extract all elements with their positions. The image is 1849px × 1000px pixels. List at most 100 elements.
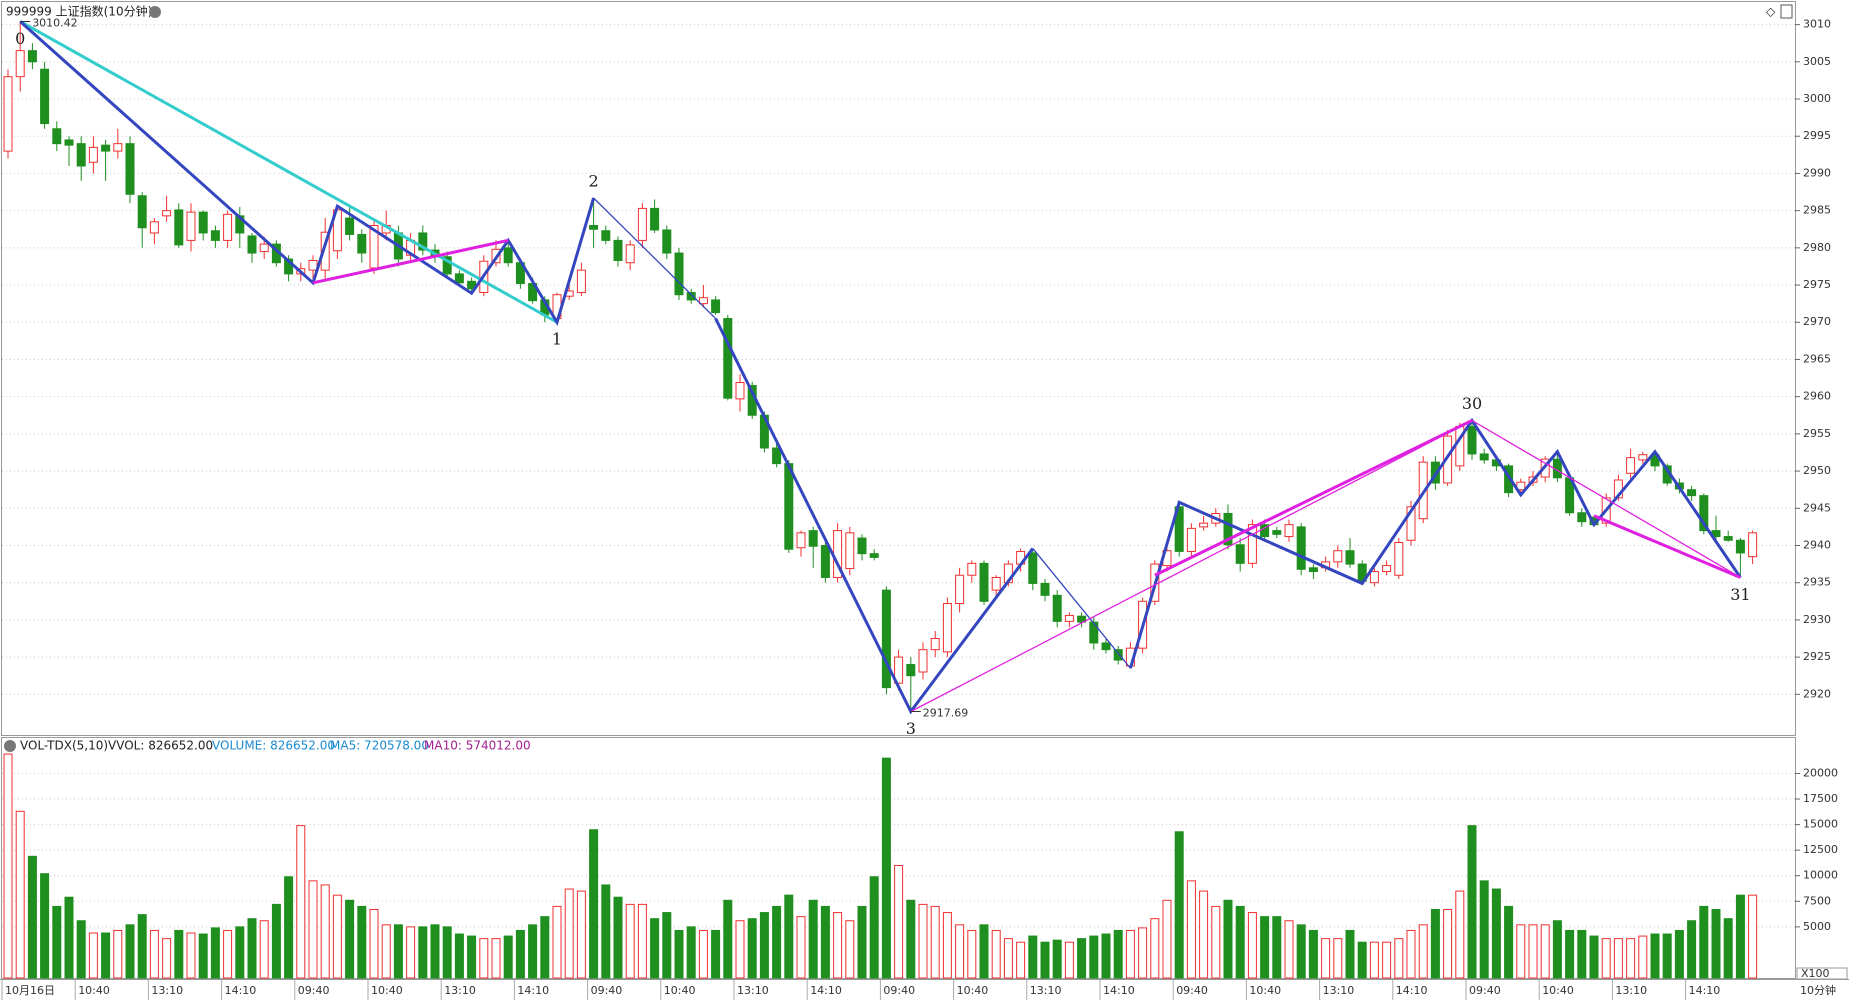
y-tick-label: 17500 (1803, 792, 1838, 805)
volume-bar (711, 929, 721, 979)
candle-body (1443, 435, 1453, 484)
candle-body (1040, 582, 1050, 596)
candle-body (1687, 489, 1697, 497)
candle-body (723, 318, 733, 399)
volume-bar (637, 903, 647, 979)
wave-line (312, 238, 509, 285)
volume-bar (1687, 920, 1697, 979)
volume-bar (784, 894, 794, 979)
volume-bar (1003, 938, 1013, 979)
y-tick-label: 2960 (1803, 390, 1831, 403)
y-tick-label: 2975 (1803, 278, 1831, 291)
candle-body (125, 143, 135, 195)
vol-menu[interactable] (4, 740, 16, 752)
candle-body (223, 213, 233, 241)
candle-body (3, 76, 13, 152)
vol-ma5: MA5: 720578.00 (330, 739, 429, 753)
volume-bar (1504, 905, 1514, 979)
wave-line (19, 20, 558, 324)
y-tick-label: 3010 (1803, 18, 1831, 31)
candle-body (1394, 542, 1404, 576)
volume-bar (589, 829, 599, 979)
volume-bar (113, 929, 123, 979)
volume-bar (149, 929, 159, 979)
x-tick-label: 13:10 (151, 984, 183, 997)
x-tick-label: 14:10 (810, 984, 842, 997)
x-tick-label: 10:40 (1249, 984, 1281, 997)
candle-body (1296, 526, 1306, 570)
candle-body (1113, 649, 1123, 661)
x-tick-label: 10:40 (78, 984, 110, 997)
volume-bar (1028, 935, 1038, 979)
volume-bar (930, 905, 940, 979)
unit-box (1796, 967, 1848, 980)
candle-body (186, 211, 196, 241)
x-tick-label: 14:10 (1396, 984, 1428, 997)
candle-body (27, 50, 37, 63)
volume-bar (1333, 938, 1343, 979)
candle-body (357, 233, 367, 254)
volume-bar (1479, 880, 1489, 979)
x-tick-label: 13:10 (1323, 984, 1355, 997)
volume-bar (101, 932, 111, 979)
candle-body (845, 532, 855, 570)
y-tick-label: 5000 (1803, 920, 1831, 933)
y-tick-label: 20000 (1803, 766, 1838, 779)
volume-bar (442, 926, 452, 979)
candle-body (259, 243, 269, 253)
candle-body (1199, 522, 1209, 528)
candle-body (1333, 550, 1343, 563)
volume-bar (528, 924, 538, 979)
candle-body (503, 247, 513, 264)
y-tick-label: 2985 (1803, 204, 1831, 217)
volume-bar (894, 865, 904, 979)
candle-body (711, 299, 721, 314)
wave-label: 30 (1462, 394, 1482, 413)
volume-bar (1674, 929, 1684, 979)
volume-bar (1345, 929, 1355, 979)
volume-bar (1467, 825, 1477, 979)
candle-body (345, 217, 355, 235)
volume-bar (1516, 924, 1526, 979)
y-tick-label: 2990 (1803, 166, 1831, 179)
title-menu[interactable] (149, 6, 161, 18)
candle-body (149, 221, 159, 234)
volume-bar (1284, 920, 1294, 979)
candle-body (1748, 532, 1758, 558)
price-frame (1, 1, 1796, 736)
wave-line (1154, 419, 1473, 577)
volume-bar (406, 926, 416, 979)
candle-body (674, 252, 684, 296)
y-tick-label: 2925 (1803, 650, 1831, 663)
volume-bar (1357, 941, 1367, 979)
volume-bar (1247, 912, 1257, 979)
volume-bar (576, 890, 586, 979)
candle-body (735, 382, 745, 400)
candle-body (1467, 425, 1477, 455)
candle-body (1077, 615, 1087, 623)
volume-bar (1052, 939, 1062, 979)
volume-bar (247, 918, 257, 979)
volume-bar (137, 914, 147, 979)
icon[interactable] (1780, 4, 1793, 19)
volume-bar (1040, 941, 1050, 979)
candle-body (137, 195, 147, 229)
wave-label: 31 (1730, 585, 1750, 604)
candle-body (1308, 567, 1318, 573)
wave-label: 2 (589, 171, 599, 190)
volume-bar (1443, 908, 1453, 979)
candle-body (698, 297, 708, 305)
candle-body (40, 68, 50, 125)
volume-bar (1430, 908, 1440, 979)
y-tick-label: 2970 (1803, 315, 1831, 328)
icon[interactable]: ◇ (1766, 5, 1776, 19)
volume-bar (1418, 924, 1428, 979)
x-tick-label: 09:40 (1469, 984, 1501, 997)
candle-body (369, 225, 379, 269)
candle-body (820, 544, 830, 578)
volume-bar (552, 905, 562, 979)
y-tick-label: 2935 (1803, 576, 1831, 589)
candle-body (210, 230, 220, 241)
volume-bar (454, 933, 464, 979)
